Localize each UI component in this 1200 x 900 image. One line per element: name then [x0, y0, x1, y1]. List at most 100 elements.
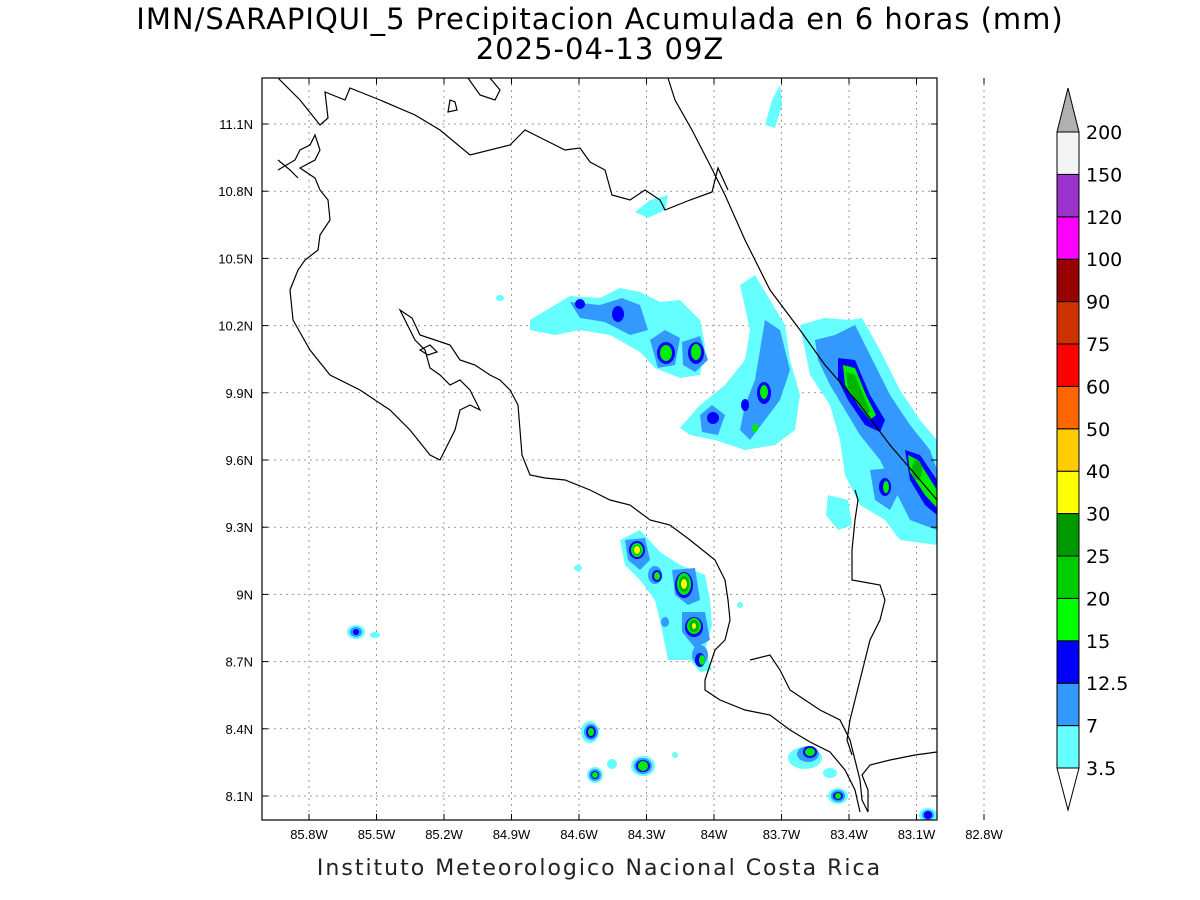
rain-20-north-2 — [691, 344, 701, 360]
rain-15-north-2 — [612, 306, 624, 322]
rain-15-west — [353, 629, 359, 635]
rain-20-border-1 — [805, 748, 815, 756]
rain-20-central — [760, 385, 768, 399]
rain-15-sw-corner — [924, 811, 932, 819]
colorbar-swatch — [1056, 428, 1080, 472]
colorbar-label: 90 — [1086, 292, 1110, 314]
rain-cell-west-2 — [370, 632, 380, 638]
x-tick-label: 84.6W — [560, 827, 598, 842]
colorbar-label: 20 — [1086, 588, 1110, 610]
colorbar-label: 120 — [1086, 207, 1122, 229]
rain-25-coast — [912, 460, 922, 480]
panama-border — [846, 489, 886, 756]
x-tick-label: 85.2W — [425, 827, 463, 842]
plot-area — [262, 78, 937, 820]
map-subtitle: 2025-04-13 09Z — [475, 32, 725, 66]
x-tick-label: 82.8W — [965, 827, 1003, 842]
rain-20-osa-3 — [638, 761, 648, 771]
rain-15-north-1 — [575, 299, 585, 309]
rain-20-pacific-5 — [699, 655, 705, 665]
rain-speck-3 — [496, 295, 504, 301]
rain-30-pacific-1 — [634, 546, 640, 554]
colorbar-swatch — [1056, 258, 1080, 303]
colorbar-label: 12.5 — [1086, 673, 1128, 695]
colorbar-swatch — [1056, 343, 1080, 387]
rain-speck-2 — [737, 602, 743, 608]
burica-coast — [861, 751, 937, 812]
nicoya-island — [418, 344, 439, 356]
nicaragua-coast-north — [277, 78, 729, 211]
colorbar-label: 25 — [1086, 546, 1110, 568]
colorbar-label: 100 — [1086, 249, 1122, 271]
colorbar-label: 50 — [1086, 419, 1110, 441]
colorbar-swatch — [1056, 385, 1080, 430]
colorbar-label: 40 — [1086, 461, 1110, 483]
colorbar-label: 30 — [1086, 504, 1110, 526]
nicaragua-north-inlet — [277, 159, 299, 179]
rain-20-coast-2 — [883, 481, 889, 493]
colorbar-swatch — [1056, 173, 1080, 218]
colorbar-label: 200 — [1086, 122, 1122, 144]
rain-20-pacific-4 — [654, 572, 660, 580]
rain-core-north — [570, 298, 648, 335]
x-tick-label: 83.4W — [830, 827, 868, 842]
rain-30-pacific-3 — [692, 623, 696, 629]
x-tick-label: 85.8W — [290, 827, 328, 842]
rain-cell-border-2 — [823, 768, 837, 778]
x-axis: 85.8W 85.5W 85.2W 84.9W 84.6W 84.3W 84W 83.7W 83… — [290, 78, 1004, 842]
y-tick-label: 9.9N — [226, 386, 253, 401]
x-tick-label: 84.9W — [493, 827, 531, 842]
colorbar-label: 3.5 — [1086, 758, 1116, 780]
y-tick-label: 8.1N — [226, 789, 253, 804]
colorbar-label: 7 — [1086, 716, 1098, 738]
colorbar-label: 60 — [1086, 376, 1110, 398]
y-tick-label: 10.8N — [218, 184, 253, 199]
colorbar-swatch — [1056, 725, 1080, 769]
y-tick-label: 10.2N — [218, 319, 253, 334]
colorbar-swatch — [1056, 597, 1080, 642]
rain-20-north-1 — [660, 345, 672, 361]
pacific-coast-north — [277, 133, 861, 813]
rain-15-central-2 — [707, 412, 719, 424]
x-tick-label: 84.3W — [628, 827, 666, 842]
colorbar-swatch — [1056, 555, 1080, 599]
y-tick-label: 8.4N — [226, 722, 253, 737]
map-title: IMN/SARAPIQUI_5 Precipitacion Acumulada … — [136, 2, 1064, 36]
rain-speck-1 — [574, 565, 582, 571]
rain-30-pacific-2 — [681, 579, 687, 589]
colorbar-max-arrow — [1056, 87, 1080, 133]
rain-15-central-3 — [741, 399, 749, 411]
osa-peninsula — [749, 654, 869, 813]
rain-20-osa-1 — [588, 728, 594, 736]
y-tick-label: 11.1N — [219, 117, 253, 132]
colorbar-label: 15 — [1086, 631, 1110, 653]
nicaragua-lake-islet — [447, 99, 458, 113]
x-tick-label: 83.7W — [763, 827, 801, 842]
rain-speck-4 — [672, 752, 678, 758]
y-tick-label: 10.5N — [218, 251, 253, 266]
coastlines — [277, 78, 937, 813]
colorbar-label: 150 — [1086, 164, 1122, 186]
rain-20-border-3 — [835, 793, 841, 799]
rain-25-caribbean — [846, 372, 871, 414]
lake-coast — [467, 78, 501, 101]
footer-credit: Instituto Meteorologico Nacional Costa R… — [316, 856, 883, 881]
colorbar-swatch — [1056, 640, 1080, 684]
y-tick-label: 8.7N — [226, 655, 253, 670]
rain-20-central-2 — [752, 424, 758, 432]
colorbar-swatch — [1056, 131, 1080, 175]
grid-lines — [262, 78, 985, 820]
y-tick-label: 9.6N — [226, 453, 253, 468]
y-tick-label: 9N — [236, 587, 253, 602]
colorbar-swatch — [1056, 513, 1080, 557]
colorbar-swatch — [1056, 301, 1080, 345]
colorbar-swatch — [1056, 216, 1080, 260]
x-tick-label: 83.1W — [898, 827, 936, 842]
rain-cell-osa-4 — [607, 759, 617, 769]
rain-patch-offshore — [765, 85, 782, 128]
colorbar-label: 75 — [1086, 334, 1110, 356]
x-tick-label: 85.5W — [358, 827, 396, 842]
rain-20-osa-2 — [592, 772, 598, 778]
rain-core-central — [740, 320, 790, 440]
